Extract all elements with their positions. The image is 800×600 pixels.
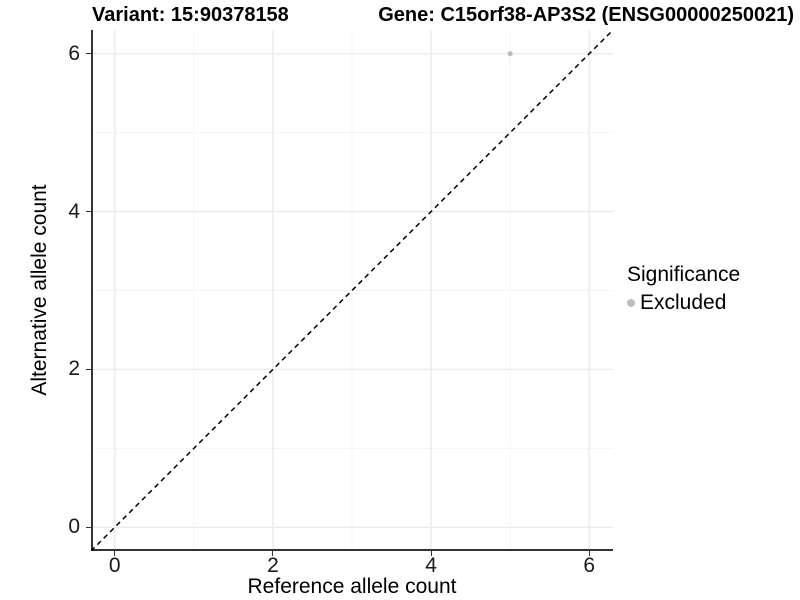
y-tick-label: 4 — [68, 199, 80, 223]
y-tick-mark — [86, 53, 91, 55]
y-tick-label: 6 — [68, 41, 80, 65]
gene-title: Gene: C15orf38-AP3S2 (ENSG00000250021) — [378, 4, 794, 26]
x-tick-label: 4 — [425, 554, 437, 577]
variant-title: Variant: 15:90378158 — [92, 4, 289, 26]
excluded-point-icon — [627, 299, 635, 307]
legend-entry-label: Excluded — [640, 291, 727, 314]
identity-reference-line — [90, 29, 614, 552]
x-tick-mark — [588, 551, 590, 556]
x-tick-mark — [272, 551, 274, 556]
plot-area-svg — [90, 29, 614, 552]
x-tick-label: 2 — [267, 554, 279, 577]
y-tick-label: 2 — [68, 357, 80, 381]
legend-title: Significance — [627, 263, 741, 286]
x-tick-mark — [430, 551, 432, 556]
x-tick-label: 6 — [583, 554, 596, 577]
legend: Significance Excluded — [627, 262, 740, 316]
y-tick-mark — [86, 368, 91, 370]
x-tick-label: 0 — [108, 554, 121, 577]
y-tick-label: 0 — [68, 515, 80, 539]
y-tick-mark — [86, 526, 91, 528]
legend-entry-excluded: Excluded — [627, 290, 740, 316]
y-tick-mark — [86, 211, 91, 213]
x-axis-title: Reference allele count — [247, 575, 457, 598]
x-tick-mark — [114, 551, 116, 556]
plot-panel — [90, 29, 614, 552]
y-axis-title: Alternative allele count — [28, 184, 51, 396]
data-point — [507, 51, 513, 57]
